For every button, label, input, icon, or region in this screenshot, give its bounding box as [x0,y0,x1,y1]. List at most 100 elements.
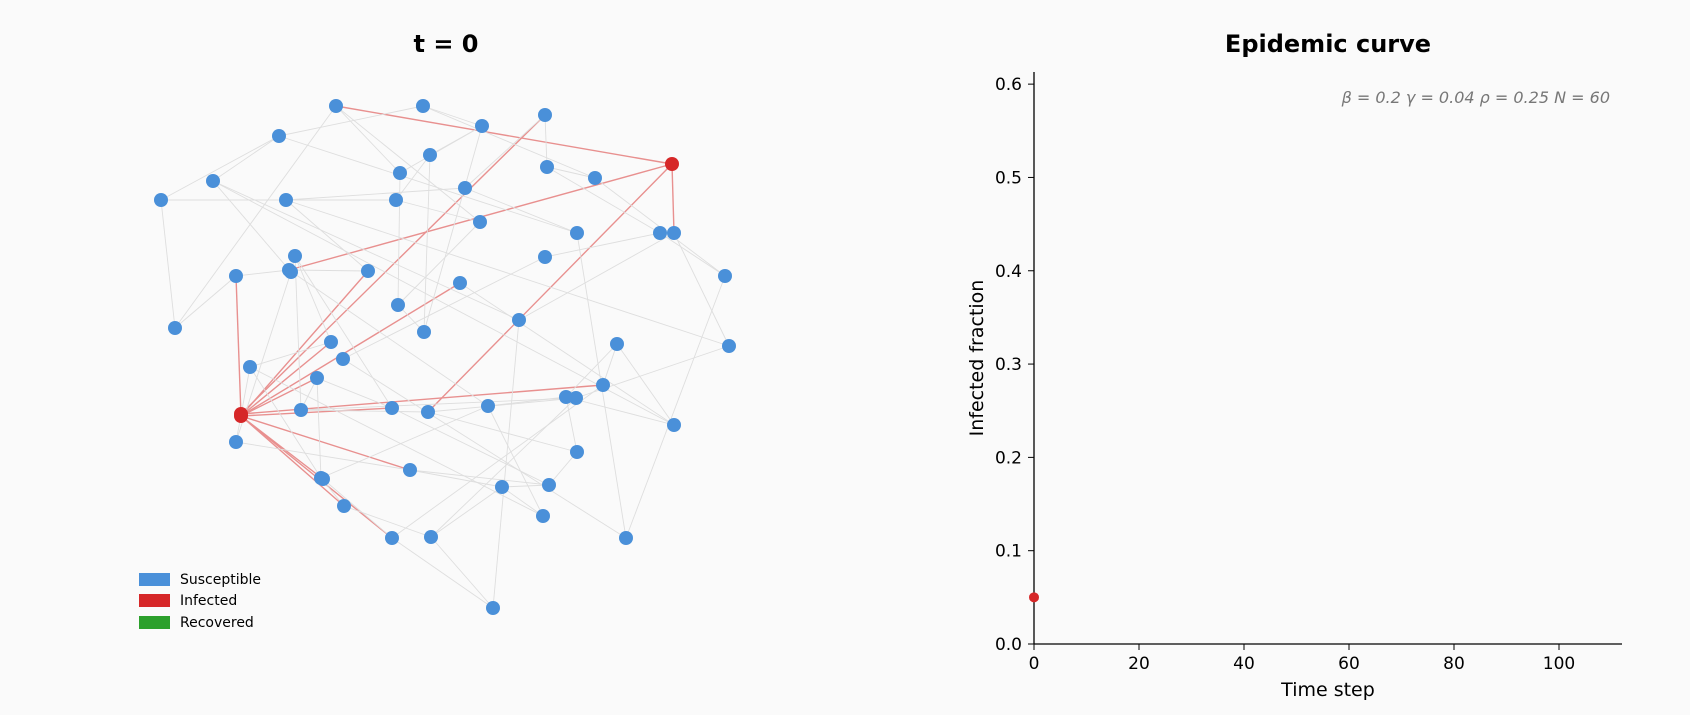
network-edge [300,409,429,413]
network-edge [430,486,503,538]
network-node-susceptible [389,193,403,207]
network-node-susceptible [540,160,554,174]
infected-edge [235,275,242,417]
network-node-susceptible [536,509,550,523]
network-edge [249,366,322,479]
infected-edge [240,407,393,417]
network-edge [235,269,290,277]
network-edge [391,384,604,539]
network-node-susceptible [458,181,472,195]
infected-edge [240,282,461,417]
infected-edge [240,341,332,417]
network-node-susceptible [570,226,584,240]
infected-edge [671,163,675,234]
network-edge [212,135,280,182]
x-tick-label: 80 [1443,654,1465,674]
network-node-susceptible [481,399,495,413]
network-node-susceptible [619,531,633,545]
network-edge [160,135,280,201]
legend-label-infected: Infected [180,593,237,609]
network-edge [174,275,237,329]
network-edge [544,114,548,168]
network-node-susceptible [718,269,732,283]
y-ticks: 0.0 0.1 0.2 0.3 0.4 0.5 0.6 [995,75,1034,655]
network-node-susceptible [588,171,602,185]
y-tick-label: 0.2 [995,448,1022,468]
network-edge [625,275,726,539]
network-edge [342,256,546,360]
network-edge [501,486,544,517]
network-node-susceptible [416,99,430,113]
network-node-susceptible [206,174,220,188]
network-node-susceptible [279,193,293,207]
curve-title: Epidemic curve [1225,30,1431,58]
network-node-susceptible [310,371,324,385]
network-edges [160,105,730,609]
network-node-susceptible [288,249,302,263]
y-tick-label: 0.0 [995,635,1022,655]
network-node-susceptible [475,119,489,133]
network-node-susceptible [324,335,338,349]
network-edge [501,484,550,488]
infected-edge [335,105,673,165]
network-edge [544,232,661,258]
network-edge [487,396,567,407]
network-node-susceptible [667,418,681,432]
network-edge [548,451,578,486]
network-edge [335,105,481,223]
network-edge [335,105,401,174]
network-edge [464,187,578,234]
infected-edge [240,415,345,507]
infected-edge [240,377,318,417]
network-edge [288,269,369,272]
network-node-infected [665,157,679,171]
network-edge [342,358,627,539]
network-node-susceptible [722,339,736,353]
infected-edge [240,114,546,415]
network-node-susceptible [168,321,182,335]
network-edge [278,135,578,234]
network-edge [391,537,494,609]
network-edge [343,505,432,538]
network-edge [395,199,481,223]
network-node-susceptible [314,471,328,485]
network-edge [659,232,726,277]
network-edge [212,180,520,321]
network-edge [174,105,337,329]
network-edge [397,221,481,306]
y-tick-label: 0.3 [995,355,1022,375]
legend: Susceptible Infected Recovered [139,572,261,631]
network-edge [422,105,483,127]
network-node-susceptible [424,530,438,544]
network-edge [235,441,411,471]
network-edge [294,255,332,343]
network-edge [285,187,466,201]
legend-swatch-infected [139,594,170,607]
network-node-susceptible [570,445,584,459]
x-tick-label: 20 [1128,654,1150,674]
network-edge [422,105,596,179]
network-edge [294,255,393,409]
network-edge [391,407,550,486]
network-edge [409,469,550,486]
network-node-susceptible [391,298,405,312]
network-edge [616,343,675,426]
network-node-susceptible [486,601,500,615]
network-node-susceptible [538,108,552,122]
network-edge [459,282,675,426]
x-tick-label: 100 [1543,654,1575,674]
curve-panel: Epidemic curve β = 0.2 γ = 0.04 ρ = 0.25… [966,30,1622,701]
network-node-susceptible [417,325,431,339]
network-edge [673,232,730,347]
network-edge [249,341,332,368]
infected-edge [240,415,411,471]
network-title: t = 0 [414,30,479,58]
network-edge [235,366,251,443]
network-edge [430,397,577,538]
x-tick-label: 0 [1029,654,1040,674]
network-edge [429,125,483,156]
y-tick-label: 0.6 [995,75,1022,95]
network-node-susceptible [294,403,308,417]
network-edge [565,343,618,398]
